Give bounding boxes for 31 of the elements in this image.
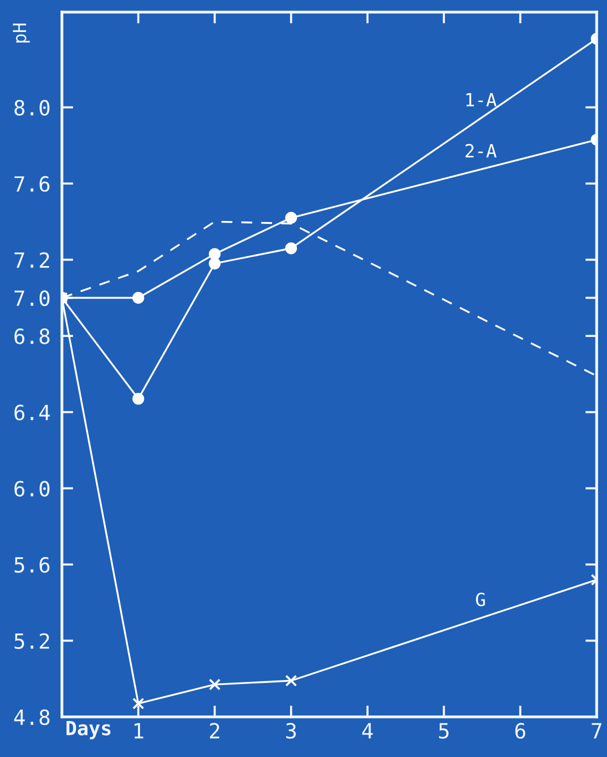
point xyxy=(285,674,298,687)
y-tick-label: 6.4 xyxy=(14,404,50,420)
x-tick-label: 1 xyxy=(134,723,144,738)
x-tick-label: 2 xyxy=(210,722,220,738)
point xyxy=(208,248,221,260)
point xyxy=(208,258,221,270)
point xyxy=(132,392,144,405)
y-tick-label: 8.0 xyxy=(14,100,50,116)
y-tick-label: 6.0 xyxy=(14,480,50,497)
y-tick-label: 7.6 xyxy=(14,176,50,192)
series-label: 2-A xyxy=(466,144,497,158)
x-tick-label: 4 xyxy=(362,723,373,738)
point xyxy=(132,292,144,304)
y-tick-label: 7.2 xyxy=(14,252,50,268)
y-tick-label: 7.0 xyxy=(14,290,50,306)
series-label: G xyxy=(476,592,485,606)
y-tick-label: 5.6 xyxy=(14,557,50,573)
x-tick-label: 5 xyxy=(439,723,448,739)
y-tick-label: 4.8 xyxy=(14,709,50,726)
y-axis-title: pH xyxy=(12,24,30,42)
x-tick-label: 6 xyxy=(515,722,526,739)
x-tick-label: 7 xyxy=(592,723,602,738)
y-tick-label: 6.8 xyxy=(14,328,50,344)
point xyxy=(208,678,221,690)
series-label: 1-A xyxy=(466,93,497,106)
point xyxy=(285,212,298,224)
x-axis-title: Days xyxy=(66,721,110,740)
point xyxy=(285,242,298,254)
x-tick-label: 3 xyxy=(286,722,296,739)
point xyxy=(132,698,144,710)
y-tick-label: 5.2 xyxy=(14,633,50,649)
